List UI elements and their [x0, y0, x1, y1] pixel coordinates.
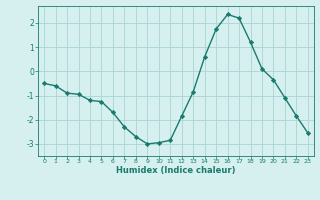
- X-axis label: Humidex (Indice chaleur): Humidex (Indice chaleur): [116, 166, 236, 175]
